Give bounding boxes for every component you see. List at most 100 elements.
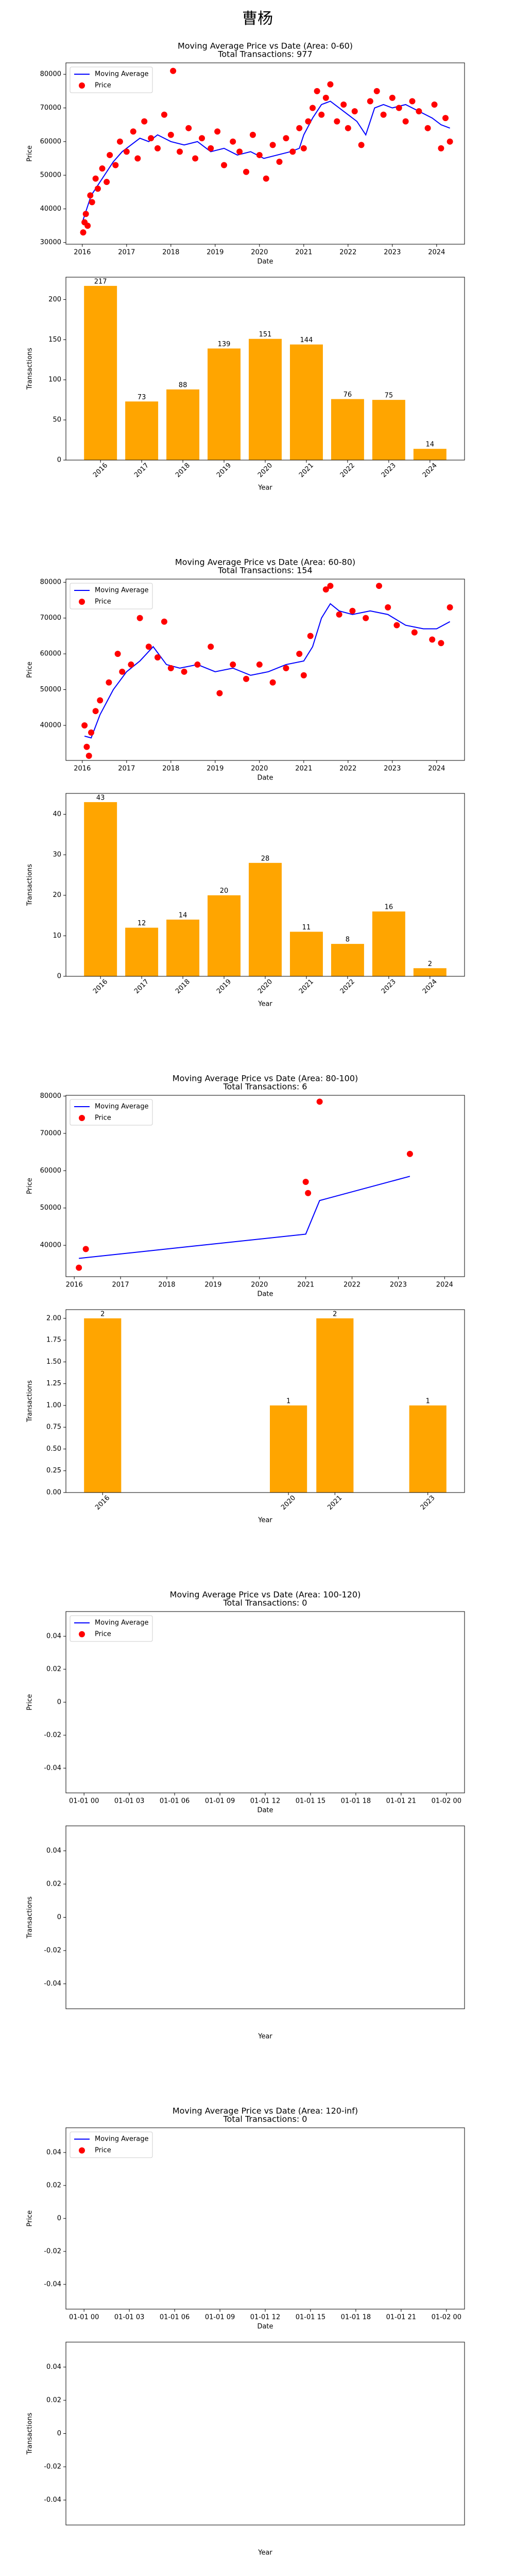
y-axis-label: Price <box>26 2210 34 2227</box>
y-tick-label: 50000 <box>40 172 61 179</box>
bar-value-label: 76 <box>344 391 352 399</box>
legend-label: Price <box>95 598 111 606</box>
price-point <box>411 629 418 636</box>
bar-value-label: 16 <box>385 904 393 911</box>
price-point <box>409 98 416 105</box>
bar-value-label: 1 <box>286 1397 290 1405</box>
price-point <box>447 138 453 145</box>
bar-value-label: 2 <box>428 960 432 968</box>
y-tick-label: 30000 <box>40 239 61 246</box>
y-tick-label: 40000 <box>40 205 61 213</box>
price-point <box>134 155 141 162</box>
price-point <box>94 185 101 192</box>
x-tick-label: 01-01 12 <box>250 2314 280 2321</box>
legend-swatch <box>79 1115 85 1121</box>
bar-value-label: 75 <box>385 392 393 400</box>
y-tick-label: 1.50 <box>46 1358 61 1366</box>
x-tick-label: 2017 <box>133 978 150 995</box>
price-point <box>318 111 325 118</box>
price-point <box>424 125 431 131</box>
x-axis-label: Year <box>258 484 272 492</box>
y-tick-label: -0.04 <box>44 1765 61 1772</box>
price-point <box>243 168 250 175</box>
page-title: 曹杨 <box>242 10 273 28</box>
x-tick-label: 2021 <box>295 765 312 773</box>
y-tick-label: 50000 <box>40 686 61 693</box>
y-tick-label: 0 <box>57 456 61 464</box>
x-tick-label: 2021 <box>298 978 315 995</box>
x-tick-label: 2016 <box>74 249 91 257</box>
price-point <box>230 138 236 145</box>
y-tick-label: 60000 <box>40 650 61 658</box>
legend-box <box>70 1615 153 1642</box>
x-tick-label: 2019 <box>204 1281 221 1289</box>
x-tick-label: 2019 <box>207 249 224 257</box>
legend-label: Moving Average <box>95 1619 148 1627</box>
x-tick-label: 2023 <box>390 1281 407 1289</box>
price-point <box>82 211 89 217</box>
price-point <box>402 118 409 125</box>
y-tick-label: 60000 <box>40 138 61 145</box>
y-axis-label: Price <box>26 662 34 678</box>
price-point <box>345 125 351 131</box>
price-point <box>300 672 307 679</box>
y-tick-label: 0.02 <box>46 2396 61 2404</box>
plot-frame <box>65 62 465 245</box>
y-tick-label: -0.02 <box>44 1947 61 1955</box>
legend-swatch <box>79 2147 85 2154</box>
x-axis-label: Date <box>257 1807 273 1815</box>
x-tick-label: 2019 <box>207 765 224 773</box>
legend-swatch <box>79 599 85 605</box>
price-point <box>76 1264 82 1271</box>
x-tick-label: 01-01 03 <box>114 2314 144 2321</box>
bar-value-label: 88 <box>179 381 187 389</box>
price-point <box>104 179 110 185</box>
bar <box>270 1405 307 1493</box>
x-tick-label: 2021 <box>295 249 312 257</box>
x-tick-label: 2017 <box>118 765 135 773</box>
price-point <box>97 697 104 704</box>
price-point <box>276 159 283 165</box>
x-tick-label: 01-01 00 <box>69 1798 99 1805</box>
plot-frame <box>65 1611 465 1793</box>
y-axis-label: Price <box>26 1178 34 1194</box>
y-axis-label: Price <box>26 145 34 162</box>
price-point <box>119 668 126 675</box>
price-point <box>128 661 134 668</box>
y-axis-label: Transactions <box>26 2413 34 2455</box>
price-point <box>380 111 387 118</box>
y-tick-label: 0.04 <box>46 1633 61 1640</box>
x-tick-label: 2020 <box>251 1281 268 1289</box>
price-point <box>438 145 444 151</box>
legend-label: Moving Average <box>95 1103 148 1111</box>
plot-frame <box>65 793 465 977</box>
bar-value-label: 139 <box>218 341 231 348</box>
x-tick-label: 01-01 09 <box>205 2314 235 2321</box>
price-point <box>81 722 88 728</box>
plot-frame <box>65 277 465 461</box>
price-point <box>106 679 112 686</box>
y-tick-label: 0.04 <box>46 2363 61 2371</box>
y-tick-label: 40000 <box>40 721 61 729</box>
price-point <box>87 192 94 199</box>
y-tick-label: -0.04 <box>44 1980 61 1988</box>
bar-value-label: 20 <box>220 887 229 895</box>
x-tick-label: 2016 <box>94 1494 111 1512</box>
y-tick-label: 70000 <box>40 614 61 622</box>
price-point <box>221 162 228 168</box>
x-tick-label: 01-01 03 <box>114 1798 144 1805</box>
price-point <box>208 145 214 151</box>
price-point <box>283 135 289 142</box>
price-point <box>300 145 307 151</box>
x-tick-label: 2024 <box>421 462 439 479</box>
price-point <box>112 162 119 168</box>
x-tick-label: 2020 <box>256 978 274 995</box>
price-point <box>99 165 106 172</box>
price-point <box>116 138 123 145</box>
x-tick-label: 2018 <box>174 978 192 995</box>
price-point <box>389 94 396 101</box>
x-tick-label: 2018 <box>174 462 192 479</box>
price-point <box>236 148 243 155</box>
price-point <box>351 108 358 115</box>
legend-swatch <box>79 82 85 89</box>
